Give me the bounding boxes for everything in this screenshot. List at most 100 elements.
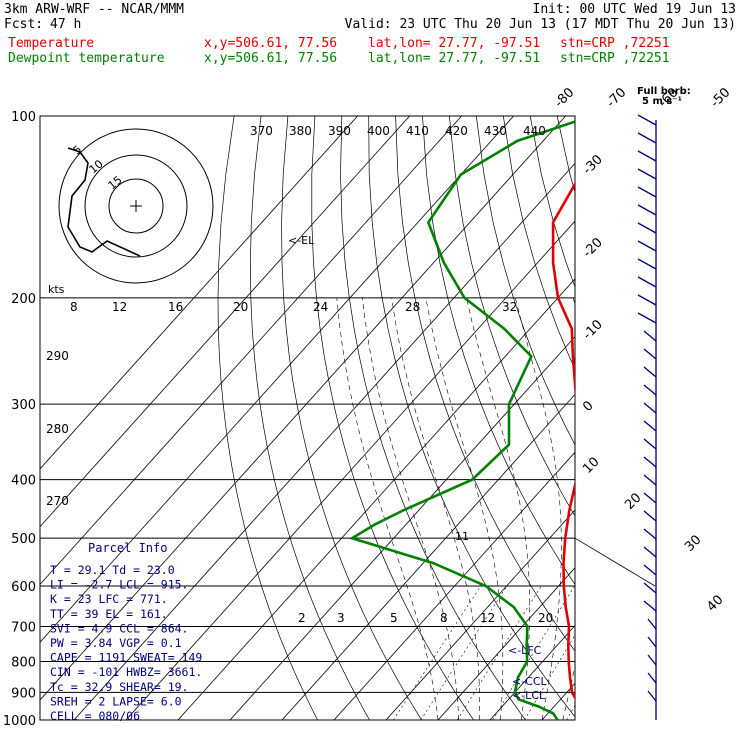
legend-temperature-stn: stn=CRP ,72251 — [560, 36, 670, 51]
wind-barb — [637, 222, 657, 234]
parcel-info-row: K = 23 LFC = 771. — [50, 592, 168, 606]
mixing-ratio-label: 8 — [440, 611, 448, 625]
legend-dewpoint-xy: x,y=506.61, 77.56 — [204, 51, 338, 66]
mixing-ratio-label: 12 — [480, 611, 495, 625]
wind-barb — [643, 582, 657, 594]
theta-label: 390 — [328, 124, 351, 138]
temperature-trace — [551, 181, 575, 701]
wind-barb — [637, 258, 657, 270]
theta-label: 410 — [406, 124, 429, 138]
right-temperature-label: -30 — [580, 152, 606, 178]
right-temperature-label: 40 — [704, 593, 726, 615]
parcel-info-row: CELL = 080/06 — [50, 709, 140, 723]
wind-barb — [637, 150, 657, 162]
mixing-ratio-label: 2 — [298, 611, 306, 625]
dry-adiabat — [665, 116, 740, 733]
wind-barb — [647, 654, 657, 666]
plot-frame — [39, 115, 576, 721]
parcel-info-row: TT = 39 EL = 161. — [50, 607, 168, 621]
mixing-ratio-line — [524, 634, 575, 720]
isotherm-line — [582, 103, 740, 733]
theta-label: 420 — [445, 124, 468, 138]
dry-adiabat — [611, 116, 740, 733]
dry-adiabat — [692, 116, 740, 733]
isotherm-line — [40, 116, 463, 586]
parcel-info-row: PW = 3.84 VGP = 0.1 — [50, 636, 182, 650]
pressure-label: 500 — [11, 532, 36, 547]
right-temperature-label: 20 — [622, 491, 644, 513]
moist-adiabat — [425, 297, 504, 720]
chart-traces — [348, 120, 575, 720]
dry-adiabat — [422, 116, 575, 586]
isotherm-label: 11 — [455, 530, 469, 543]
model-title: 3km ARW-WRF -- NCAR/MMM — [4, 2, 185, 17]
wind-scale-tick: 24 — [313, 300, 328, 314]
wind-barb — [643, 564, 657, 576]
wind-barb — [643, 528, 657, 540]
parcel-info-row: CAPE = 1191 SWEAT= 149 — [50, 651, 202, 665]
frame-edge — [574, 537, 656, 587]
pressure-label: 400 — [11, 474, 36, 489]
wind-scale-tick: 8 — [70, 300, 78, 314]
isotherm-line — [385, 509, 575, 720]
ccl-marker: <-CCL — [512, 675, 548, 688]
wind-barb — [643, 474, 657, 486]
wind-barb — [643, 492, 657, 504]
mixing-ratio-label: 20 — [538, 611, 553, 625]
pressure-label: 600 — [11, 580, 36, 595]
right-temperature-label: 0 — [580, 398, 596, 414]
isotherm-line — [40, 116, 567, 701]
moist-adiabat — [625, 298, 740, 720]
isotherm-line — [489, 624, 575, 720]
wind-barb — [647, 618, 657, 630]
parcel-info-row: Tc = 32.9 SHEAR= 19. — [50, 680, 188, 694]
mixing-ratio-line — [492, 585, 575, 720]
mixing-ratio-line — [420, 585, 508, 720]
wind-scale-tick: 32 — [502, 300, 517, 314]
top-temperature-label: -70 — [604, 85, 630, 111]
theta-lower-label: 280 — [46, 422, 69, 436]
theta-lower-label: 270 — [46, 494, 69, 508]
isotherm-line — [229, 336, 575, 720]
dry-adiabat — [638, 116, 740, 733]
dewpoint-trace — [348, 120, 575, 720]
full-barb-value: 5 m s⁻¹ — [642, 96, 682, 107]
wind-scale-unit: kts — [48, 283, 65, 296]
pressure-label: 200 — [11, 292, 36, 307]
wind-barb — [643, 438, 657, 450]
legend-temperature-name: Temperature — [8, 36, 95, 51]
wind-barb — [643, 330, 657, 342]
wind-barb — [637, 186, 657, 198]
wind-barb — [647, 636, 657, 648]
wind-barb — [643, 456, 657, 468]
mixing-ratio-line — [566, 704, 575, 720]
forecast-label: Fcst: — [4, 17, 44, 32]
dry-adiabat — [311, 116, 475, 720]
wind-barb — [637, 132, 657, 144]
wind-barb — [637, 276, 657, 288]
hodograph-trace — [67, 147, 141, 257]
moist-adiabat — [336, 297, 439, 720]
wind-barb — [637, 294, 657, 306]
parcel-info-row: SREH = 2 LAPSE= 6.0 — [50, 694, 182, 708]
isotherm-line — [73, 162, 575, 720]
hodograph-ring — [84, 154, 188, 258]
top-temperature-label: -50 — [708, 85, 734, 111]
wind-barb — [647, 690, 657, 702]
parcel-info-row: CIN = -101 HWBZ= 3661. — [50, 665, 202, 679]
wind-barb — [643, 600, 657, 612]
dry-adiabat — [217, 116, 318, 720]
legend-temperature-latlon: lat,lon= 27.77, -97.51 — [368, 36, 541, 51]
theta-label: 400 — [367, 124, 390, 138]
legend-dewpoint-latlon: lat,lon= 27.77, -97.51 — [368, 51, 541, 66]
moist-adiabat — [466, 297, 531, 720]
pressure-label: 300 — [11, 398, 36, 413]
isotherm-line — [541, 682, 575, 720]
isotherm-line — [281, 393, 575, 720]
wind-barb — [643, 420, 657, 432]
right-temperature-label: -10 — [580, 317, 606, 343]
wind-barb — [643, 546, 657, 558]
right-temperature-label: -20 — [580, 235, 606, 261]
forecast-hour: 47 h — [50, 17, 82, 32]
